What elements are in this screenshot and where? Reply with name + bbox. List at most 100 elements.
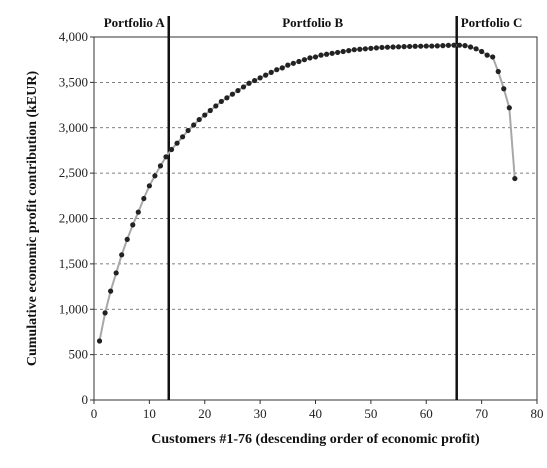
- portfolio-labels: Portfolio A Portfolio B Portfolio C: [104, 15, 523, 30]
- data-point: [224, 95, 230, 101]
- gridlines: [94, 36, 537, 356]
- data-point: [191, 122, 197, 128]
- data-point: [307, 55, 313, 61]
- data-point: [490, 54, 496, 60]
- data-point: [467, 44, 474, 50]
- data-point: [96, 338, 103, 344]
- data-point: [473, 46, 479, 52]
- data-point: [279, 65, 285, 71]
- data-point: [401, 44, 407, 50]
- data-point: [196, 116, 202, 123]
- data-point: [418, 43, 424, 49]
- data-point: [506, 105, 512, 111]
- data-point: [445, 42, 451, 48]
- data-point: [135, 209, 141, 215]
- data-point: [246, 80, 252, 86]
- y-tick-label: 1,500: [59, 256, 88, 271]
- portfolio-dividers: [167, 16, 458, 400]
- y-axis-title: Cumulative economic profit contribution …: [25, 71, 40, 367]
- data-point: [340, 48, 346, 55]
- data-point: [229, 91, 236, 97]
- data-point: [462, 43, 468, 49]
- x-tick-label: 80: [531, 406, 544, 421]
- data-point: [240, 84, 247, 90]
- data-point: [412, 43, 418, 49]
- data-point: [373, 45, 380, 51]
- data-point: [290, 60, 296, 66]
- x-tick-label: 30: [254, 406, 267, 421]
- x-tick-label: 10: [143, 406, 156, 421]
- data-point: [257, 75, 263, 81]
- data-point: [296, 58, 302, 65]
- data-point: [451, 42, 457, 48]
- data-point: [163, 154, 169, 160]
- data-point: [213, 103, 219, 109]
- data-point: [108, 288, 114, 294]
- data-point: [329, 50, 335, 56]
- y-tick-label: 3,500: [59, 74, 88, 89]
- data-point: [113, 270, 119, 276]
- data-point: [484, 52, 490, 58]
- data-point: [124, 236, 130, 242]
- data-point: [335, 49, 341, 56]
- data-point: [130, 222, 136, 228]
- data-point: [384, 44, 391, 50]
- data-point: [323, 51, 330, 57]
- data-point: [185, 127, 191, 134]
- data-point: [174, 140, 180, 146]
- data-point: [168, 146, 175, 153]
- data-point: [119, 252, 125, 258]
- portfolio-label: Portfolio B: [282, 15, 343, 30]
- data-point: [379, 44, 385, 51]
- x-tick-label: 0: [91, 406, 98, 421]
- portfolio-label: Portfolio C: [461, 15, 523, 30]
- data-point: [346, 48, 352, 54]
- y-tick-label: 4,000: [59, 29, 88, 44]
- data-point: [501, 86, 507, 92]
- x-tick-label: 70: [475, 406, 488, 421]
- data-point: [351, 47, 357, 53]
- data-point: [362, 46, 368, 52]
- y-tick-label: 3,000: [59, 120, 88, 135]
- x-tick-label: 50: [364, 406, 377, 421]
- data-point: [274, 67, 280, 73]
- x-tick-label: 40: [309, 406, 322, 421]
- y-tick-label: 2,000: [59, 211, 88, 226]
- x-tick-label: 20: [198, 406, 211, 421]
- series-line: [98, 44, 516, 342]
- x-tick-label: 60: [420, 406, 433, 421]
- data-point: [368, 45, 374, 51]
- data-point: [434, 43, 440, 49]
- data-point: [301, 57, 308, 63]
- x-axis-ticks: 0 10 20 30 40 50 60 70 80: [91, 400, 544, 421]
- data-point: [456, 42, 463, 48]
- data-point: [102, 310, 108, 316]
- data-point: [141, 195, 147, 202]
- data-point: [207, 107, 213, 114]
- data-point: [318, 52, 324, 58]
- y-tick-label: 0: [82, 392, 89, 407]
- portfolio-label: Portfolio A: [104, 15, 166, 30]
- y-tick-label: 1,000: [59, 301, 88, 316]
- data-point: [268, 69, 274, 75]
- data-point: [390, 44, 396, 50]
- x-axis-title: Customers #1-76 (descending order of eco…: [151, 432, 480, 447]
- data-point: [423, 43, 429, 49]
- data-point: [429, 43, 435, 49]
- data-point: [180, 134, 186, 140]
- data-point: [407, 43, 413, 50]
- data-points: [96, 42, 518, 344]
- data-point: [512, 175, 518, 182]
- data-point: [202, 112, 208, 118]
- data-point: [395, 44, 402, 50]
- data-point: [285, 62, 291, 68]
- data-point: [440, 43, 446, 49]
- data-point: [312, 54, 319, 60]
- data-point: [146, 183, 152, 189]
- data-point: [157, 163, 164, 169]
- data-point: [152, 173, 158, 179]
- data-point: [218, 98, 224, 105]
- data-point: [235, 87, 241, 94]
- data-point: [251, 77, 258, 84]
